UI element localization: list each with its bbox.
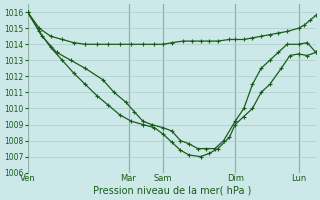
X-axis label: Pression niveau de la mer( hPa ): Pression niveau de la mer( hPa )	[92, 186, 251, 196]
